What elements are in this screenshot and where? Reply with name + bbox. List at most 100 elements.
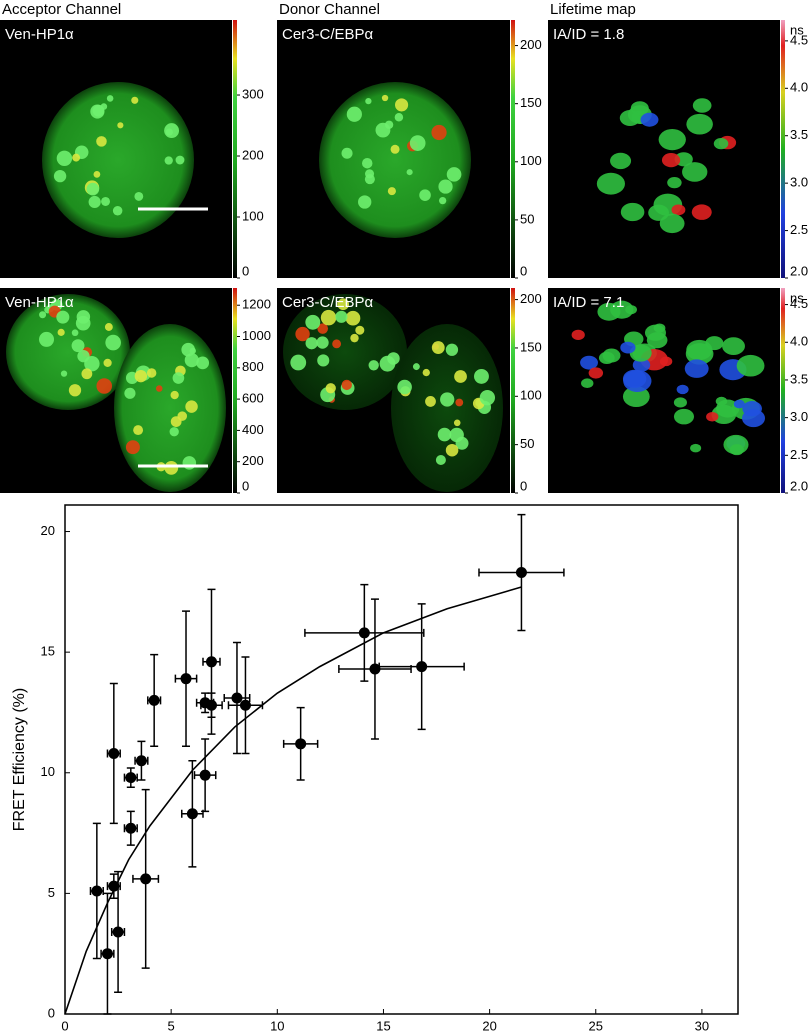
panel-label: IA/ID = 1.8 [553,26,624,43]
colorbar-tick-label: 4.5 [790,296,808,311]
speckle [384,120,394,129]
speckle [358,195,372,209]
colorbar-tick-label: 2.0 [790,478,808,493]
speckle [619,110,641,126]
speckle [131,96,139,104]
speckle [125,440,140,455]
speckle [395,98,409,112]
speckle [60,370,68,377]
speckle [409,135,426,151]
data-point [358,627,370,639]
speckle [71,329,79,337]
speckle [455,398,464,407]
speckle [346,106,362,122]
speckle [431,124,447,141]
data-point [205,656,217,668]
speckle [365,97,372,105]
data-point [140,873,152,885]
x-tick-label: 20 [482,1018,496,1033]
speckle [184,353,199,368]
plot-frame [64,504,739,1015]
speckle [387,187,396,196]
colorbar-tick-label: 100 [520,388,542,403]
speckle [425,396,436,407]
data-point [186,808,198,820]
speckle [96,136,107,147]
colorbar-tick-label: 50 [520,436,534,451]
speckle [622,386,650,408]
y-tick-label: 15 [41,644,55,659]
data-point [199,769,211,781]
speckle [733,399,745,409]
colorbar-unit: ns [790,22,804,37]
speckle [422,368,430,377]
data-point [108,747,120,759]
speckle [381,94,389,102]
speckle [713,137,729,150]
speckle [106,95,114,102]
speckle [610,152,632,170]
speckle [290,354,307,371]
speckle [68,384,82,397]
speckle [438,196,447,205]
speckle [117,122,124,129]
speckle [620,341,636,354]
speckle [56,310,70,324]
data-point [101,948,113,960]
speckle [620,202,645,222]
speckle [92,104,105,117]
image-background [548,20,780,278]
speckle [445,443,459,457]
speckle [722,337,745,356]
speckle [684,359,709,378]
colorbar-tick-label: 0 [520,263,527,278]
colorbar [233,288,237,493]
colorbar-unit: ns [790,290,804,305]
speckle [364,169,375,179]
speckle [659,213,685,234]
data-point [180,673,192,685]
speckle [175,155,185,165]
colorbar-tick-label: 2.0 [790,263,808,278]
data-point [239,699,251,711]
data-point [108,880,120,892]
speckle [625,305,637,315]
speckle [305,314,321,330]
data-point [112,926,124,938]
speckle [317,323,329,334]
speckle [479,389,496,406]
nucleus [6,294,130,410]
colorbar [511,288,515,493]
speckle [96,378,113,394]
speckle [112,206,123,216]
speckle [640,112,659,127]
speckle [56,150,73,166]
speckle [673,408,695,425]
colorbar-tick-label: 0 [242,263,249,278]
column-title: Lifetime map [550,1,636,18]
colorbar-tick-label: 800 [242,359,264,374]
data-point [515,567,527,579]
speckle [71,339,85,353]
speckle [355,325,365,335]
y-tick-label: 20 [41,523,55,538]
colorbar-tick-label: 200 [242,453,264,468]
speckle [185,400,198,413]
speckle [673,397,687,408]
colorbar [233,20,237,278]
y-axis-label: FRET Efficiency (%) [11,688,28,831]
speckle [706,411,719,422]
colorbar-tick-label: 3.0 [790,175,808,190]
speckle [39,311,47,319]
x-tick-label: 30 [695,1018,709,1033]
speckle [454,370,467,383]
speckle [412,363,420,371]
colorbar-tick-label: 4.0 [790,80,808,95]
data-point [231,692,243,704]
micrograph: Cer3-C/EBPα [277,20,510,278]
speckle [715,396,728,406]
speckle [438,179,453,194]
speckle [86,182,100,196]
speckle [77,350,90,363]
